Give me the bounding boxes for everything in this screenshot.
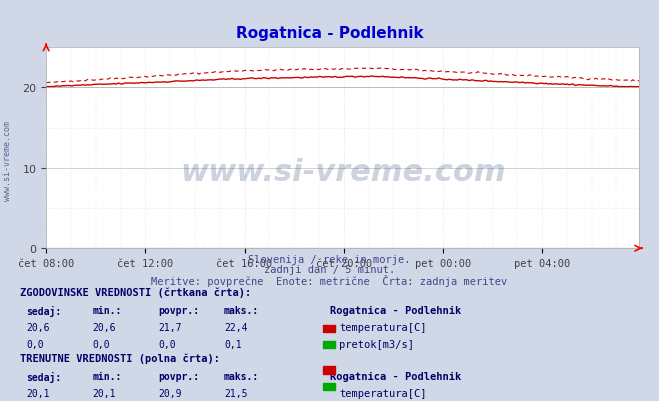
Text: 0,0: 0,0	[92, 339, 110, 349]
Text: maks.:: maks.:	[224, 305, 259, 315]
Text: 20,1: 20,1	[26, 388, 50, 398]
Text: 20,9: 20,9	[158, 388, 182, 398]
Text: 21,5: 21,5	[224, 388, 248, 398]
Text: Slovenija / reke in morje.: Slovenija / reke in morje.	[248, 255, 411, 265]
Text: Meritve: povprečne  Enote: metrične  Črta: zadnja meritev: Meritve: povprečne Enote: metrične Črta:…	[152, 275, 507, 287]
Text: min.:: min.:	[92, 305, 122, 315]
Text: TRENUTNE VREDNOSTI (polna črta):: TRENUTNE VREDNOSTI (polna črta):	[20, 353, 219, 363]
Text: zadnji dan / 5 minut.: zadnji dan / 5 minut.	[264, 265, 395, 275]
Text: Rogatnica - Podlehnik: Rogatnica - Podlehnik	[330, 371, 461, 381]
Text: 20,1: 20,1	[92, 388, 116, 398]
Text: povpr.:: povpr.:	[158, 371, 199, 381]
Text: 20,6: 20,6	[92, 322, 116, 332]
Text: 0,1: 0,1	[224, 339, 242, 349]
Text: min.:: min.:	[92, 371, 122, 381]
Text: Rogatnica - Podlehnik: Rogatnica - Podlehnik	[236, 26, 423, 41]
Text: Rogatnica - Podlehnik: Rogatnica - Podlehnik	[330, 305, 461, 315]
Text: www.si-vreme.com: www.si-vreme.com	[180, 158, 505, 187]
Text: maks.:: maks.:	[224, 371, 259, 381]
Text: www.si-vreme.com: www.si-vreme.com	[3, 120, 13, 200]
Text: 21,7: 21,7	[158, 322, 182, 332]
Text: 22,4: 22,4	[224, 322, 248, 332]
Text: pretok[m3/s]: pretok[m3/s]	[339, 339, 415, 349]
Text: povpr.:: povpr.:	[158, 305, 199, 315]
Text: temperatura[C]: temperatura[C]	[339, 322, 427, 332]
Text: sedaj:: sedaj:	[26, 371, 61, 382]
Text: 0,0: 0,0	[158, 339, 176, 349]
Text: ZGODOVINSKE VREDNOSTI (črtkana črta):: ZGODOVINSKE VREDNOSTI (črtkana črta):	[20, 287, 251, 297]
Text: 20,6: 20,6	[26, 322, 50, 332]
Text: sedaj:: sedaj:	[26, 305, 61, 316]
Text: temperatura[C]: temperatura[C]	[339, 388, 427, 398]
Text: 0,0: 0,0	[26, 339, 44, 349]
